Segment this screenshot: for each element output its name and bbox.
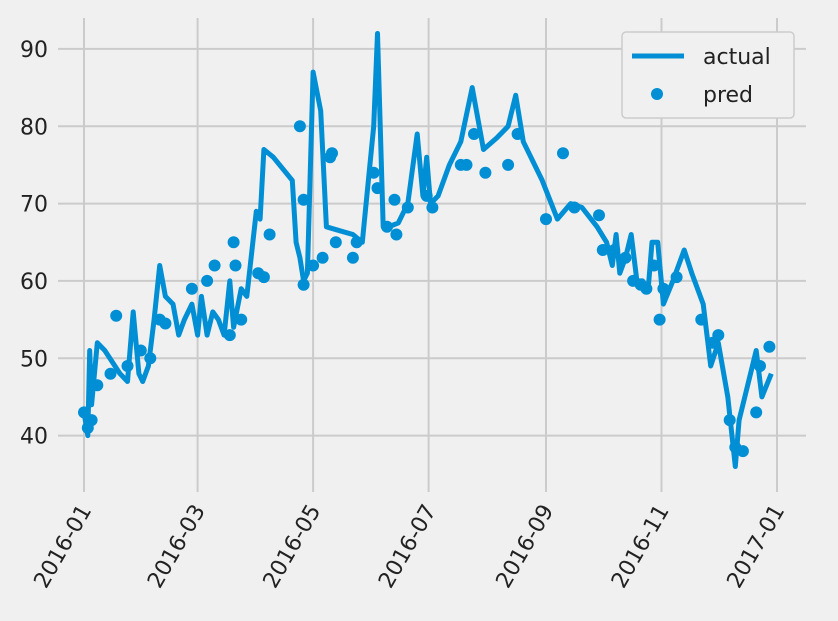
series-point-pred [185, 282, 198, 295]
series-point-pred [350, 236, 363, 249]
y-tick-label: 50 [20, 347, 48, 372]
series-point-pred [208, 259, 221, 272]
series-point-pred [223, 329, 236, 342]
series-point-pred [657, 282, 670, 295]
series-point-pred [540, 213, 552, 226]
series-point-pred [502, 158, 515, 171]
legend-label-pred: pred [703, 83, 753, 108]
series-point-pred [329, 236, 342, 249]
series-point-pred [511, 128, 524, 140]
series-point-pred [201, 274, 214, 287]
series-point-pred [479, 166, 492, 179]
series-point-pred [263, 228, 276, 241]
legend-point-swatch [651, 88, 663, 100]
series-point-pred [647, 259, 660, 272]
series-point-pred [388, 193, 401, 206]
series-point-pred [426, 201, 439, 214]
x-tick-label: 2016-05 [259, 501, 327, 593]
series-point-pred [596, 244, 609, 256]
y-tick-label: 40 [20, 425, 48, 450]
series-point-pred [229, 259, 242, 272]
series-point-pred [297, 193, 310, 206]
series-point-pred [134, 344, 147, 357]
x-axis: 2016-01 2016-03 2016-05 2016-07 2016-09 2016-… [30, 501, 791, 593]
y-tick-label: 80 [20, 115, 48, 140]
series-point-pred [619, 251, 632, 264]
series-point-pred [420, 189, 433, 202]
legend: actual pred [621, 31, 795, 119]
series-point-pred [144, 352, 157, 365]
y-tick-label: 90 [20, 38, 48, 63]
y-axis: 40 50 60 70 80 90 [20, 38, 48, 450]
series-point-pred [159, 317, 172, 330]
x-tick-label: 2016-03 [143, 501, 211, 593]
series-point-pred [401, 201, 414, 214]
x-tick-label: 2016-01 [30, 501, 98, 593]
series-point-pred [640, 282, 653, 295]
x-tick-label: 2016-07 [374, 501, 442, 593]
series-point-pred [608, 244, 621, 256]
series-point-pred [78, 406, 90, 419]
series-point-pred [326, 147, 338, 160]
series-point-pred [227, 236, 240, 249]
series-point-pred [235, 313, 248, 326]
series-point-pred [670, 271, 683, 284]
series-point-pred [367, 166, 380, 179]
y-tick-label: 70 [20, 193, 48, 218]
series-point-pred [568, 201, 581, 214]
series-layer [78, 31, 776, 469]
series-point-pred [750, 406, 763, 419]
series-point-pred [763, 340, 776, 353]
series-point-pred [257, 271, 270, 284]
series-point-pred [754, 360, 766, 372]
series-point-pred [297, 278, 310, 291]
series-point-pred [460, 158, 473, 171]
series-point-pred [381, 220, 393, 233]
series-point-pred [293, 120, 306, 133]
legend-label-actual: actual [703, 45, 771, 70]
series-point-pred [653, 313, 666, 326]
series-point-pred [557, 147, 569, 160]
series-point-pred [346, 251, 359, 264]
series-point-pred [593, 209, 605, 222]
y-tick-label: 60 [20, 270, 48, 295]
x-tick-label: 2016-11 [607, 501, 675, 593]
series-point-pred [110, 309, 123, 322]
series-point-pred [723, 414, 736, 427]
series-point-pred [712, 329, 725, 342]
series-point-pred [307, 259, 320, 272]
series-point-pred [316, 251, 329, 264]
series-point-pred [695, 313, 708, 326]
series-point-pred [85, 414, 98, 427]
x-tick-label: 2017-01 [723, 501, 791, 593]
series-point-pred [91, 379, 104, 392]
series-point-pred [371, 182, 384, 195]
series-point-pred [736, 445, 749, 458]
x-tick-label: 2016-09 [492, 501, 560, 593]
series-point-pred [390, 228, 403, 241]
series-point-pred [104, 367, 117, 380]
series-point-pred [468, 128, 480, 140]
series-point-pred [121, 360, 134, 372]
